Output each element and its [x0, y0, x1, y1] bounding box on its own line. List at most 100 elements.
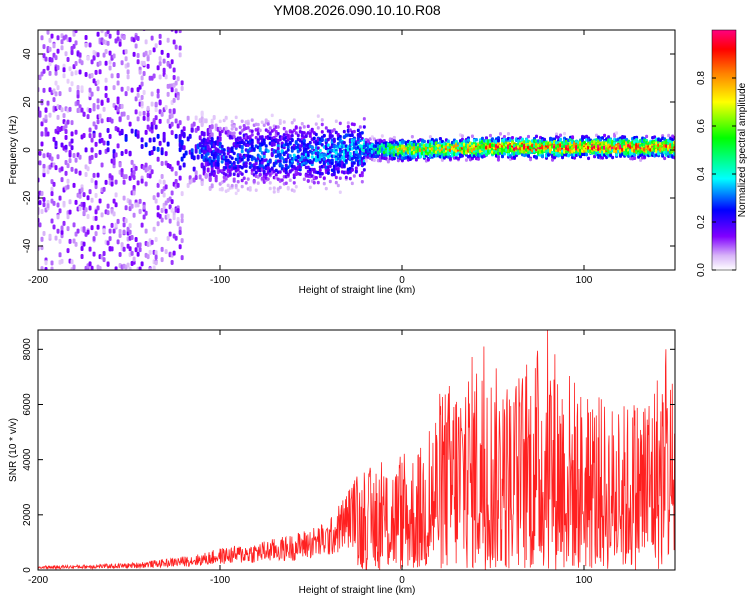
spectrogram-cell	[152, 226, 156, 232]
spectrogram-cell	[148, 137, 152, 143]
spectrogram-cell	[318, 160, 322, 164]
spectrogram-cell	[50, 33, 54, 39]
spectrogram-cell	[122, 222, 126, 228]
spectrogram-cell	[37, 18, 40, 23]
spectrogram-cell	[114, 222, 118, 228]
spectrogram-cell	[144, 210, 148, 216]
spectrogram-cell	[268, 181, 272, 185]
spectrogram-cell	[106, 140, 110, 146]
spectrogram-cell	[142, 110, 146, 116]
spectrogram-cell	[106, 30, 110, 35]
spectrogram-cell	[172, 211, 176, 217]
spectrogram-cell	[88, 107, 92, 113]
spectrogram-cell	[96, 31, 100, 37]
spectrogram-cell	[284, 169, 288, 174]
spectrogram-cell	[136, 180, 140, 186]
spectrogram-cell	[60, 107, 64, 113]
spectrogram-cell	[64, 134, 68, 140]
spectrogram-cell	[561, 155, 565, 160]
spectrogram-cell	[220, 129, 224, 134]
spectrogram-cell	[84, 172, 88, 178]
spectrogram-cell	[136, 133, 140, 139]
spectrogram-cell	[316, 146, 320, 150]
spectrogram-cell	[94, 184, 98, 190]
spectrogram-cell	[334, 180, 338, 185]
spectrogram-cell	[142, 89, 146, 95]
spectrogram-cell	[256, 122, 260, 127]
spectrogram-cell	[138, 247, 142, 253]
spectrogram-cell	[86, 229, 90, 235]
spectrogram-cell	[352, 122, 356, 127]
spectrogram-cell	[244, 161, 248, 166]
spectrogram-cell	[130, 128, 134, 134]
spectrogram-cell	[336, 183, 340, 188]
spectrogram-cell	[246, 177, 250, 181]
spectrogram-cell	[66, 56, 70, 62]
spectrogram-cell	[100, 118, 104, 124]
spectrogram-cell	[84, 147, 88, 153]
spectrogram-cell	[74, 157, 78, 163]
spectrogram-cell	[60, 39, 64, 45]
spectrogram-cell	[216, 155, 220, 161]
spectrogram-cell	[232, 134, 236, 139]
spectrogram-cell	[66, 178, 70, 184]
spectrogram-cell	[102, 251, 106, 257]
spectrogram-cell	[342, 129, 346, 134]
spectrogram-cell	[66, 163, 70, 169]
spectrogram-cell	[178, 45, 182, 51]
spectrogram-cell	[150, 150, 154, 156]
spectrogram-cell	[362, 125, 366, 129]
spectrogram-cell	[96, 86, 100, 92]
spectrogram-cell	[256, 181, 260, 185]
spectrogram-cell	[294, 126, 298, 130]
spectrogram-cell	[168, 108, 172, 114]
spectrogram-cell	[346, 124, 350, 129]
spectrogram-cell	[114, 152, 118, 158]
spectrogram-cell	[110, 118, 114, 124]
spectrogram-cell	[88, 127, 92, 133]
spectrogram-cell	[228, 173, 232, 177]
spectrogram-cell	[559, 137, 563, 142]
spectrogram-cell	[72, 43, 76, 49]
spectrogram-cell	[178, 244, 182, 250]
spectrogram-cell	[157, 274, 160, 279]
spectrogram-cell	[236, 173, 240, 178]
spectrogram-cell	[62, 113, 66, 119]
spectrogram-cell	[116, 143, 120, 149]
spectrogram-cell	[320, 137, 324, 142]
spectrogram-cell	[74, 61, 78, 67]
spectrogram-cell	[150, 91, 154, 97]
spectrogram-cell	[67, 12, 70, 17]
spectrogram-cell	[312, 180, 316, 185]
spectrogram-cell	[136, 202, 140, 208]
spectrogram-cell	[106, 203, 110, 209]
spectrogram-cell	[366, 139, 370, 143]
spectrogram-cell	[112, 53, 116, 59]
spectrogram-cell	[164, 74, 168, 80]
spectrogram-cell	[66, 119, 70, 125]
spectrogram-cell	[66, 248, 70, 254]
spectrogram-cell	[180, 80, 184, 86]
spectrogram-cell	[96, 79, 100, 85]
spectrogram-cell	[210, 136, 214, 142]
spectrogram-cell	[284, 181, 288, 185]
spectrogram-cell	[278, 170, 282, 174]
spectrogram-cell	[282, 120, 286, 124]
spectrogram-cell	[170, 207, 174, 213]
spectrogram-cell	[324, 141, 328, 145]
spectrogram-cell	[142, 204, 146, 210]
spectrogram-cell	[72, 31, 76, 37]
spectrogram-cell	[152, 195, 156, 201]
spectrogram-cell	[66, 184, 70, 190]
spectrogram-cell	[172, 108, 176, 114]
spectrogram-cell	[254, 188, 258, 193]
spectrogram-cell	[44, 114, 48, 120]
spectrogram-cell	[96, 119, 100, 125]
spectrogram-cell	[356, 128, 360, 133]
spectrogram-cell	[198, 135, 202, 141]
spectrogram-cell	[250, 118, 254, 122]
spectrogram-cell	[330, 161, 334, 166]
spectrogram-cell	[288, 154, 292, 158]
spectrogram-cell	[120, 168, 124, 174]
spectrogram-cell	[42, 202, 46, 208]
